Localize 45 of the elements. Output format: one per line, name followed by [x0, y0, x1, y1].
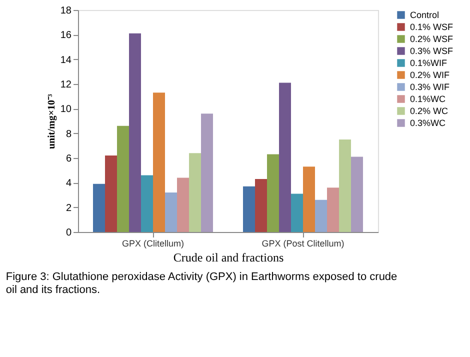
bar	[117, 126, 129, 232]
bar	[291, 194, 303, 232]
y-tick-label: 4	[66, 178, 72, 190]
caption: Figure 3: Glutathione peroxidase Activity (GPX) in Earthworms exposed to crude oil and its fractions.	[6, 271, 398, 296]
legend-label: 0.1%WC	[410, 94, 446, 104]
x-axis-title: Crude oil and fractions	[173, 250, 284, 264]
bar	[189, 153, 201, 232]
bar	[327, 188, 339, 232]
legend-label: 0.2% WIF	[410, 70, 450, 80]
bar	[243, 186, 255, 232]
legend-label: 0.3% WIF	[410, 82, 450, 92]
bar	[93, 184, 105, 232]
legend-label: 0.1% WSF	[410, 22, 454, 32]
y-tick-label: 14	[60, 54, 72, 66]
y-tick-label: 18	[60, 6, 72, 16]
y-tick-label: 0	[66, 228, 72, 238]
bar	[339, 140, 351, 232]
bar	[105, 156, 117, 232]
bar	[303, 166, 315, 232]
legend-label: 0.2% WC	[410, 106, 449, 116]
legend-label: Control	[410, 10, 440, 20]
bar	[165, 192, 177, 232]
y-tick-label: 10	[60, 104, 72, 116]
bar	[177, 178, 189, 232]
bar	[129, 33, 141, 232]
legend-label: 0.3% WSF	[410, 46, 454, 56]
bar	[201, 114, 213, 232]
legend-label: 0.3%WC	[410, 118, 446, 128]
y-axis-title: unit/mg×10⁻³	[46, 94, 58, 150]
y-tick-label: 2	[66, 202, 72, 214]
bar	[153, 92, 165, 232]
legend-label: 0.1%WIF	[410, 58, 448, 68]
bar	[255, 178, 267, 232]
y-tick-label: 12	[60, 80, 72, 90]
legend-label: 0.2% WSF	[410, 34, 454, 44]
bar	[351, 156, 363, 232]
bar	[141, 175, 153, 232]
x-tick-label: GPX (Post Clitellum)	[262, 238, 344, 248]
y-tick-label: 6	[66, 154, 72, 164]
y-tick-label: 16	[60, 30, 72, 42]
x-tick-label: GPX (Clitellum)	[122, 238, 184, 248]
y-tick-label: 8	[66, 128, 72, 140]
bar	[315, 200, 327, 232]
bar	[279, 82, 291, 232]
bar	[267, 154, 279, 232]
